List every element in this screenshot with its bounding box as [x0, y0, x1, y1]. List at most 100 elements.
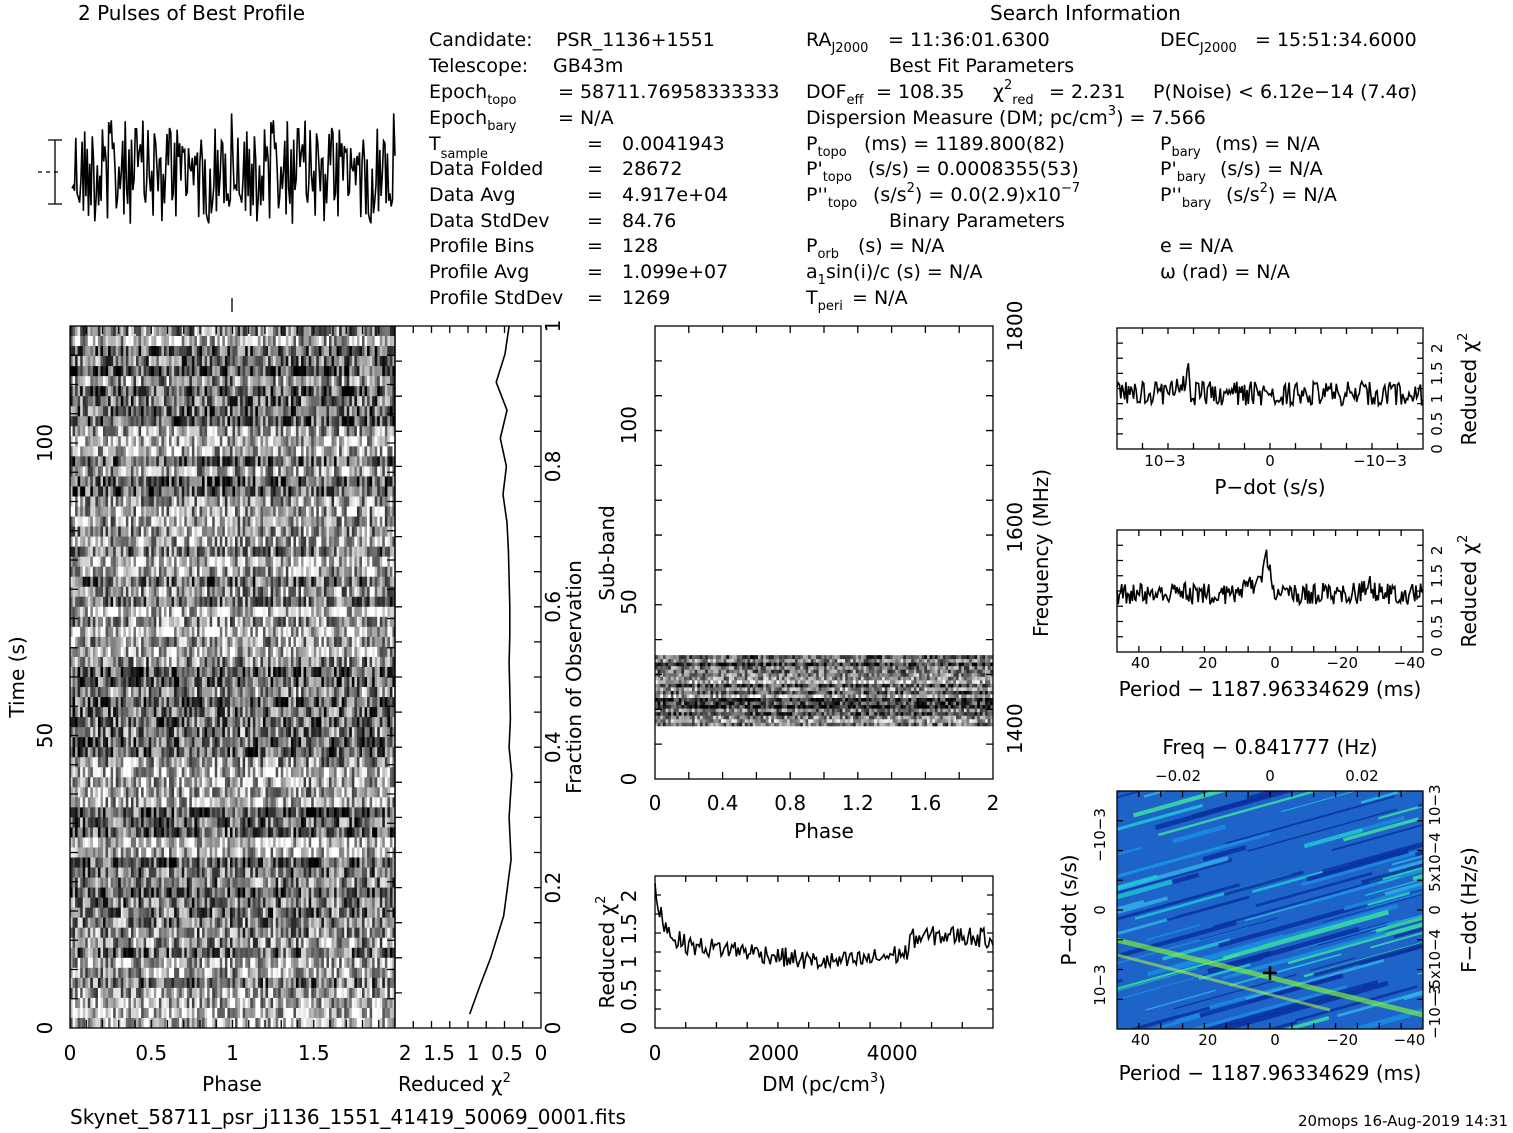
time-phase-cell — [293, 506, 297, 517]
time-phase-cell — [130, 506, 134, 517]
time-phase-cell — [293, 576, 297, 588]
time-phase-cell — [163, 506, 167, 517]
time-phase-cell — [364, 586, 368, 598]
time-phase-cell — [326, 636, 330, 648]
time-phase-cell — [108, 636, 112, 648]
time-phase-cell — [82, 386, 86, 397]
time-phase-cell — [356, 576, 360, 588]
time-phase-cell — [273, 486, 277, 497]
time-phase-cell — [82, 506, 86, 517]
time-phase-cell — [166, 666, 170, 678]
time-phase-cell — [125, 646, 129, 658]
time-phase-cell — [153, 446, 157, 457]
time-phase-cell — [280, 456, 284, 467]
time-phase-cell — [105, 336, 109, 347]
time-phase-cell — [242, 586, 246, 598]
time-phase-cell — [278, 336, 282, 347]
time-phase-cell — [171, 436, 175, 447]
time-phase-cell — [247, 456, 251, 467]
data-std-value: 84.76 — [622, 210, 676, 232]
time-phase-cell — [174, 687, 178, 698]
time-phase-cell — [301, 546, 304, 558]
time-phase-cell — [229, 636, 233, 648]
time-phase-cell — [245, 697, 249, 708]
time-phase-cell — [318, 636, 322, 648]
time-phase-cell — [128, 336, 132, 347]
time-phase-cell — [70, 376, 73, 387]
time-phase-cell — [222, 536, 226, 548]
time-phase-cell — [123, 336, 127, 347]
time-phase-cell — [369, 576, 373, 588]
time-phase-cell — [321, 546, 325, 558]
time-phase-cell — [346, 436, 350, 447]
time-phase-cell — [245, 476, 249, 487]
time-phase-cell — [387, 556, 391, 568]
time-phase-cell — [313, 426, 317, 437]
time-phase-cell — [237, 436, 241, 447]
time-phase-cell — [123, 626, 127, 638]
time-phase-cell — [133, 576, 137, 588]
time-phase-cell — [156, 356, 160, 367]
time-phase-cell — [179, 626, 183, 638]
time-phase-cell — [151, 416, 155, 427]
time-phase-cell — [374, 586, 378, 598]
time-phase-cell — [252, 677, 256, 688]
time-phase-cell — [336, 366, 340, 377]
time-phase-cell — [169, 516, 172, 527]
time-phase-cell — [298, 636, 302, 648]
time-phase-cell — [163, 616, 167, 628]
time-phase-cell — [82, 456, 86, 467]
time-phase-cell — [219, 406, 223, 417]
time-phase-cell — [232, 526, 236, 537]
time-phase-cell — [313, 636, 317, 648]
time-phase-cell — [120, 666, 124, 678]
time-phase-cell — [306, 456, 310, 467]
time-phase-cell — [268, 626, 271, 638]
time-phase-cell — [331, 346, 335, 357]
time-phase-cell — [189, 616, 193, 628]
time-phase-cell — [268, 476, 271, 487]
time-phase-cell — [166, 416, 170, 427]
time-phase-cell — [354, 416, 358, 427]
time-phase-cell — [369, 636, 373, 648]
time-phase-cell — [387, 406, 391, 417]
time-phase-cell — [169, 386, 172, 397]
time-phase-cell — [115, 636, 119, 648]
time-phase-cell — [323, 566, 327, 578]
time-phase-cell — [133, 666, 137, 678]
time-phase-cell — [171, 466, 175, 477]
time-phase-cell — [146, 466, 150, 477]
time-phase-cell — [288, 336, 292, 347]
time-phase-cell — [308, 416, 312, 427]
time-phase-cell — [72, 516, 76, 527]
time-phase-cell — [77, 406, 81, 417]
time-phase-cell — [262, 636, 266, 648]
telescope-value: GB43m — [553, 55, 623, 77]
time-phase-cell — [311, 376, 315, 387]
time-phase-cell — [189, 336, 193, 347]
time-phase-cell — [222, 486, 226, 497]
time-phase-cell — [306, 687, 310, 698]
time-phase-cell — [176, 476, 180, 487]
time-phase-cell — [288, 656, 292, 668]
time-phase-cell — [283, 476, 287, 487]
time-phase-cell — [120, 356, 124, 367]
time-phase-cell — [293, 326, 297, 337]
time-phase-cell — [354, 546, 358, 558]
time-phase-cell — [359, 576, 363, 588]
time-phase-cell — [265, 576, 269, 588]
time-phase-cell — [90, 416, 94, 427]
time-phase-cell — [280, 426, 284, 437]
time-phase-cell — [278, 677, 282, 688]
time-phase-cell — [103, 697, 106, 708]
time-phase-cell — [361, 466, 365, 477]
time-phase-cell — [95, 626, 99, 638]
time-phase-cell — [265, 356, 269, 367]
time-phase-cell — [313, 666, 317, 678]
time-phase-cell — [156, 526, 160, 537]
time-phase-cell — [301, 486, 304, 497]
time-phase-cell — [295, 616, 299, 628]
time-phase-cell — [293, 626, 297, 638]
time-phase-cell — [367, 366, 371, 377]
time-phase-cell — [377, 626, 381, 638]
